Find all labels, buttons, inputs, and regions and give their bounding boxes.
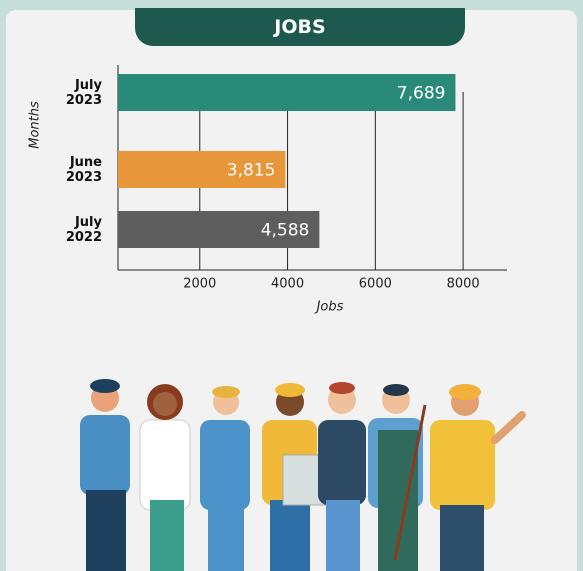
illustration: [80, 379, 526, 571]
y-tick-label: June 2023: [65, 154, 102, 185]
bar: [118, 151, 286, 188]
chart-title: JOBS: [135, 8, 465, 46]
x-tick-label: 8000: [447, 277, 480, 292]
y-tick-label: July 2022: [65, 214, 102, 245]
x-tick-label: 6000: [359, 277, 392, 292]
x-axis-label: Jobs: [314, 300, 344, 315]
data-label: 4,588: [261, 221, 310, 241]
data-label: 7,689: [397, 84, 446, 104]
y-tick-label: July 2023: [65, 77, 102, 108]
bar: [118, 74, 456, 111]
data-label: 3,815: [227, 161, 276, 181]
x-tick-label: 4000: [271, 277, 304, 292]
y-axis-label: Months: [28, 101, 43, 149]
bar: [118, 211, 320, 248]
x-tick-label: 2000: [183, 277, 216, 292]
